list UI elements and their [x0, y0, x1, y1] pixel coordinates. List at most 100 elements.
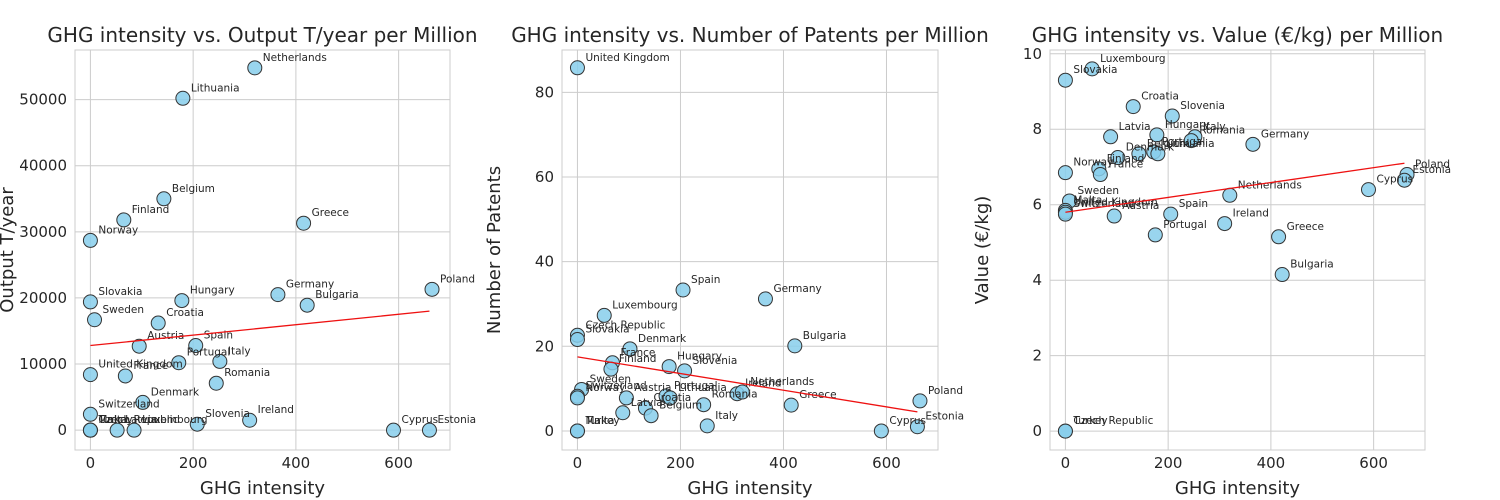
data-point [82, 367, 98, 383]
data-point [1150, 146, 1166, 162]
data-point [1057, 423, 1073, 439]
point-label: Latvia [1119, 121, 1151, 133]
data-point [1360, 182, 1376, 198]
point-label: France [1108, 159, 1143, 171]
data-point [1131, 146, 1147, 162]
point-label: Finland [1107, 153, 1145, 165]
x-tick-label: 0 [86, 454, 96, 472]
data-point [734, 384, 750, 400]
x-tick-label: 600 [384, 454, 413, 472]
point-label: Greece [799, 389, 836, 401]
point-label: Hungary [190, 285, 235, 297]
data-point [1274, 267, 1290, 283]
point-label: Estonia [925, 411, 964, 423]
data-point [909, 419, 925, 435]
data-point [385, 422, 401, 438]
point-label: Finland [619, 353, 657, 365]
point-label: Malta [1073, 194, 1102, 206]
x-tick-label: 400 [769, 454, 798, 472]
chart-title: GHG intensity vs. Output T/year per Mill… [47, 23, 477, 47]
plot-frame [74, 49, 451, 451]
point-label: Norway [1073, 157, 1113, 169]
data-point [242, 412, 258, 428]
data-point [787, 338, 803, 354]
data-point [87, 312, 103, 328]
point-label: Greece [312, 207, 349, 219]
y-tick-label: 40 [535, 253, 554, 271]
y-tick-label: 0 [1032, 422, 1042, 440]
point-label: Poland [1415, 159, 1450, 171]
data-point [126, 422, 142, 438]
data-point [569, 390, 585, 406]
point-label: Ireland [1233, 208, 1269, 220]
point-label: United Kingdom [585, 52, 669, 64]
data-point [1092, 167, 1108, 183]
data-point [1057, 165, 1073, 181]
data-point [622, 341, 638, 357]
point-label: Turkey [1072, 415, 1107, 427]
point-label: Germany [286, 279, 334, 291]
point-label: Croatia [1141, 91, 1179, 103]
point-label: Czech Republic [585, 319, 665, 331]
x-axis-label: GHG intensity [1175, 478, 1301, 499]
point-label: Germany [1261, 128, 1309, 140]
point-label: Spain [691, 274, 720, 286]
x-tick-label: 600 [1359, 454, 1388, 472]
data-point [82, 422, 98, 438]
point-label: Luxembourg [142, 414, 207, 426]
data-point [1217, 216, 1233, 232]
trend-line [577, 356, 918, 413]
point-label: Slovakia [98, 286, 142, 298]
point-label: Slovenia [693, 355, 738, 367]
point-label: Belgium [659, 400, 702, 412]
data-point [699, 418, 715, 434]
point-label: Sweden [1078, 185, 1120, 197]
y-tick-label: 8 [1032, 120, 1042, 138]
data-point [615, 405, 631, 421]
x-tick-label: 200 [1154, 454, 1183, 472]
point-label: Estonia [437, 414, 476, 426]
point-label: Netherlands [263, 52, 327, 64]
point-label: United Kingdom [98, 359, 182, 371]
data-point [135, 394, 151, 410]
point-label: Austria [634, 382, 671, 394]
y-tick-label: 20000 [19, 289, 67, 307]
data-point [1125, 99, 1141, 115]
data-point [1084, 61, 1100, 77]
y-axis-label: Number of Patents [484, 166, 505, 334]
y-tick-label: 0 [544, 422, 554, 440]
x-tick-label: 400 [282, 454, 311, 472]
point-label: Portugal [1162, 136, 1206, 148]
point-label: Turkey [584, 415, 619, 427]
point-label: Poland [928, 385, 963, 397]
point-label: Croatia [653, 392, 691, 404]
point-label: Italy [228, 345, 251, 357]
point-label: Portugal [674, 380, 718, 392]
data-point [131, 338, 147, 354]
y-tick-label: 6 [1032, 196, 1042, 214]
data-point [1057, 206, 1073, 222]
point-label: Romania [1199, 125, 1245, 137]
data-point [208, 375, 224, 391]
point-label: United Kingdom [1073, 196, 1157, 208]
point-label: Switzerland [585, 380, 646, 392]
data-point [171, 355, 187, 371]
point-label: Sweden [590, 373, 632, 385]
point-label: Romania [224, 367, 270, 379]
point-label: Croatia [166, 307, 204, 319]
point-label: Denmark [1126, 142, 1175, 154]
point-label: Hungary [677, 351, 722, 363]
data-point [596, 307, 612, 323]
point-label: Lithuania [678, 382, 727, 394]
data-point [1164, 108, 1180, 124]
x-tick-label: 400 [1257, 454, 1286, 472]
chart-title: GHG intensity vs. Value (€/kg) per Milli… [1032, 23, 1443, 47]
data-point [189, 416, 205, 432]
data-point [247, 60, 263, 76]
data-point [643, 408, 659, 424]
data-point [82, 232, 98, 248]
data-point [150, 315, 166, 331]
data-point [212, 353, 228, 369]
